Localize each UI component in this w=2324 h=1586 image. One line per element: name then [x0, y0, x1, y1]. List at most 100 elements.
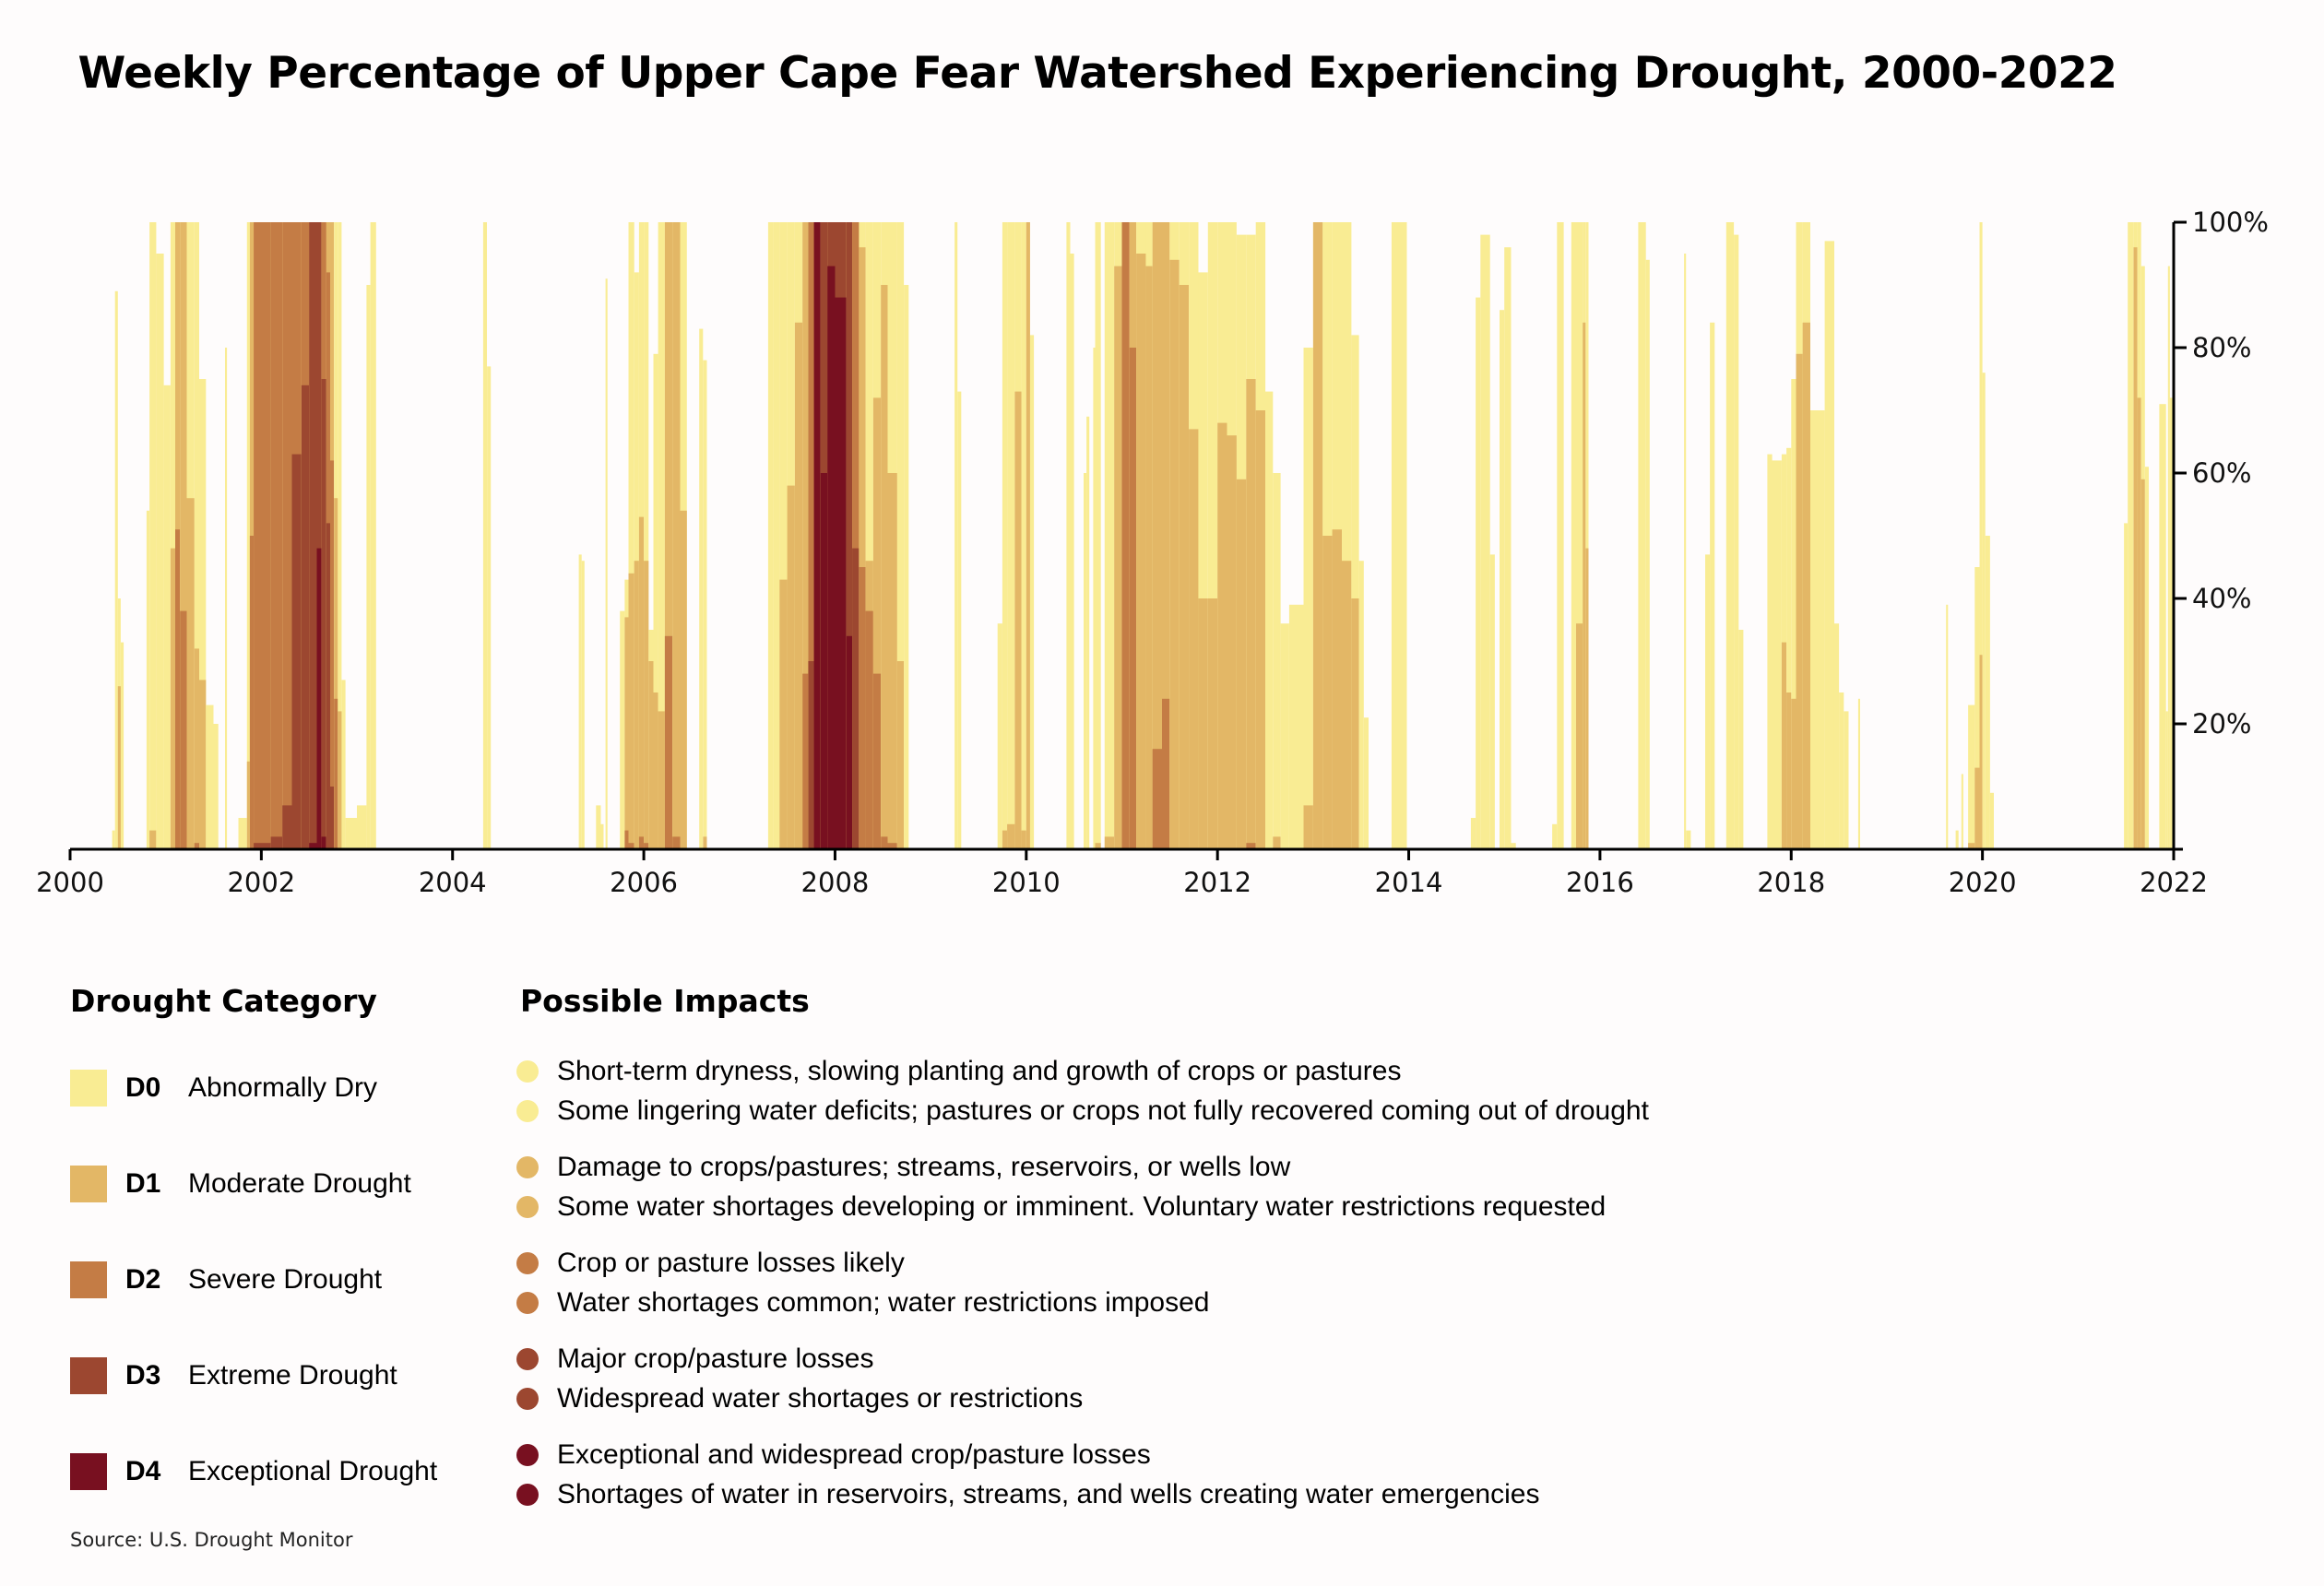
bar-d3 [326, 523, 330, 849]
bar-d0 [1684, 254, 1687, 849]
bar-d1 [1273, 836, 1281, 849]
bullet-dot-icon [516, 1060, 539, 1083]
bar-d1 [1136, 254, 1146, 849]
bar-d0 [1839, 692, 1844, 849]
bar-d0 [1645, 259, 1650, 849]
impact-item: Crop or pasture losses likely [516, 1248, 905, 1278]
bar-d1 [624, 617, 629, 849]
chart-title: Weekly Percentage of Upper Cape Fear Wat… [77, 48, 2117, 99]
bar-d0 [1571, 222, 1576, 849]
bar-d0 [1638, 222, 1646, 849]
bar-d1 [149, 830, 157, 849]
bar-d1 [1145, 266, 1153, 850]
bar-d0 [628, 222, 634, 849]
y-tick-label: 80% [2192, 332, 2251, 363]
bar-d3 [291, 454, 302, 849]
bar-d4 [813, 222, 821, 849]
impact-item: Shortages of water in reservoirs, stream… [516, 1479, 1539, 1509]
bar-d0 [341, 680, 346, 849]
bar-d1 [1179, 285, 1190, 849]
bar-d0 [149, 222, 157, 849]
bar-d2 [628, 843, 634, 849]
bar-d0 [1288, 604, 1304, 849]
bar-d1 [1095, 843, 1101, 849]
impact-item: Widespread water shortages or restrictio… [516, 1383, 1083, 1414]
bar-d0 [2165, 711, 2168, 849]
bar-d0 [366, 285, 371, 849]
bar-d0 [1989, 792, 1994, 849]
legend-label: Abnormally Dry [188, 1072, 378, 1103]
bar-d1 [638, 516, 645, 849]
legend-label: Moderate Drought [188, 1168, 411, 1199]
legend-swatch [70, 1453, 107, 1490]
impact-item: Some water shortages developing or immin… [516, 1191, 1606, 1222]
bar-d1 [199, 680, 207, 849]
bar-d0 [199, 379, 207, 849]
bar-d0 [1084, 473, 1087, 849]
bar-d0 [1767, 454, 1773, 849]
bar-d1 [1255, 410, 1266, 849]
legend-swatch [70, 1166, 107, 1202]
impact-item: Damage to crops/pastures; streams, reser… [516, 1152, 1290, 1182]
legend-code: D4 [125, 1456, 161, 1486]
bar-d1 [887, 473, 897, 849]
legend-item-d0: D0 Abnormally Dry [70, 1070, 377, 1107]
x-tick-label: 2016 [1566, 867, 1634, 898]
bar-d0 [163, 385, 171, 849]
bar-d1 [1007, 823, 1015, 849]
bar-d1 [2133, 247, 2138, 849]
bar-d2 [859, 567, 866, 849]
x-tick-label: 2020 [1949, 867, 2017, 898]
y-tick-label: 40% [2192, 583, 2251, 614]
bar-d1 [1026, 222, 1030, 849]
bar-d0 [2128, 222, 2134, 849]
bar-d1 [1227, 435, 1237, 849]
bar-d0 [2167, 266, 2170, 850]
bar-d1 [1236, 479, 1247, 849]
bar-d0 [658, 222, 665, 849]
bar-d0 [1844, 711, 1849, 849]
bar-d1 [628, 573, 634, 849]
bar-d1 [644, 561, 649, 849]
bar-d0 [1725, 222, 1735, 849]
bar-d3 [254, 843, 271, 849]
bullet-dot-icon [516, 1156, 539, 1178]
bar-d0 [357, 805, 367, 849]
bar-d1 [1312, 222, 1323, 849]
bar-d0 [170, 222, 176, 849]
legend-swatch [70, 1357, 107, 1394]
bar-d0 [1021, 222, 1026, 849]
bar-d2 [270, 222, 283, 849]
legend-item-d2: D2 Severe Drought [70, 1261, 382, 1298]
bar-d0 [1489, 554, 1495, 849]
bar-d0 [634, 272, 639, 849]
legend-item-d3: D3 Extreme Drought [70, 1357, 397, 1394]
bar-d2 [802, 673, 809, 849]
bar-d0 [1857, 698, 1860, 849]
impact-text: Major crop/pasture losses [557, 1343, 874, 1374]
bullet-dot-icon [516, 1292, 539, 1314]
y-tick-label: 20% [2192, 708, 2251, 740]
bar-d4 [309, 843, 317, 849]
bar-d0 [1734, 234, 1739, 850]
drought-chart: 2000 2002 2004 2006 2008 2010 2012 2014 2016 2018… [36, 207, 2269, 898]
bar-d0 [1511, 843, 1516, 849]
bar-d1 [664, 222, 673, 849]
bar-d0 [605, 278, 608, 849]
bar-d0 [600, 823, 604, 849]
bar-d1 [1791, 698, 1796, 849]
bar-d0 [370, 222, 376, 849]
bar-d0 [1086, 416, 1090, 849]
bar-d0 [997, 623, 1002, 849]
bar-d0 [1470, 818, 1476, 849]
bar-d4 [316, 548, 322, 849]
bar-d0 [1810, 410, 1825, 849]
bar-d1 [1198, 598, 1208, 849]
legend-swatch [70, 1070, 107, 1107]
bar-d0 [1198, 272, 1208, 849]
legend-code: D2 [125, 1264, 161, 1295]
x-tick-label: 2000 [36, 867, 104, 898]
x-tick-label: 2014 [1375, 867, 1443, 898]
bar-d3 [852, 548, 860, 849]
bar-d2 [672, 836, 681, 849]
